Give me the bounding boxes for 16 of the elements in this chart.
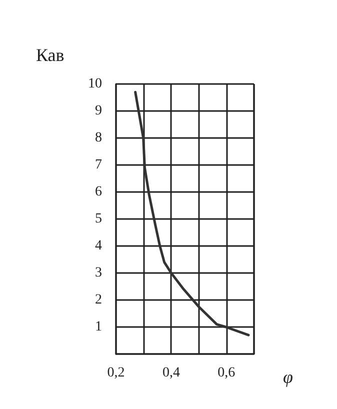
line-series [134, 90, 250, 336]
y-tick-label: 5 [95, 212, 102, 226]
y-tick-label: 9 [95, 104, 102, 118]
y-tick-label: 3 [95, 266, 102, 280]
x-tick-label: 0,6 [218, 366, 236, 380]
y-tick-label: 4 [95, 238, 102, 254]
y-axis-title: Кав [36, 45, 64, 65]
y-tick-label: 8 [95, 130, 102, 146]
y-tick-label: 1 [95, 320, 102, 334]
y-tick-label: 7 [95, 158, 102, 172]
x-tick-label: 0,4 [162, 366, 180, 380]
y-tick-label: 6 [95, 184, 102, 200]
x-tick-label: 0,2 [107, 366, 125, 380]
y-tick-label: 10 [88, 76, 102, 92]
y-tick-label: 2 [95, 292, 102, 308]
x-axis-title: φ [283, 367, 293, 387]
